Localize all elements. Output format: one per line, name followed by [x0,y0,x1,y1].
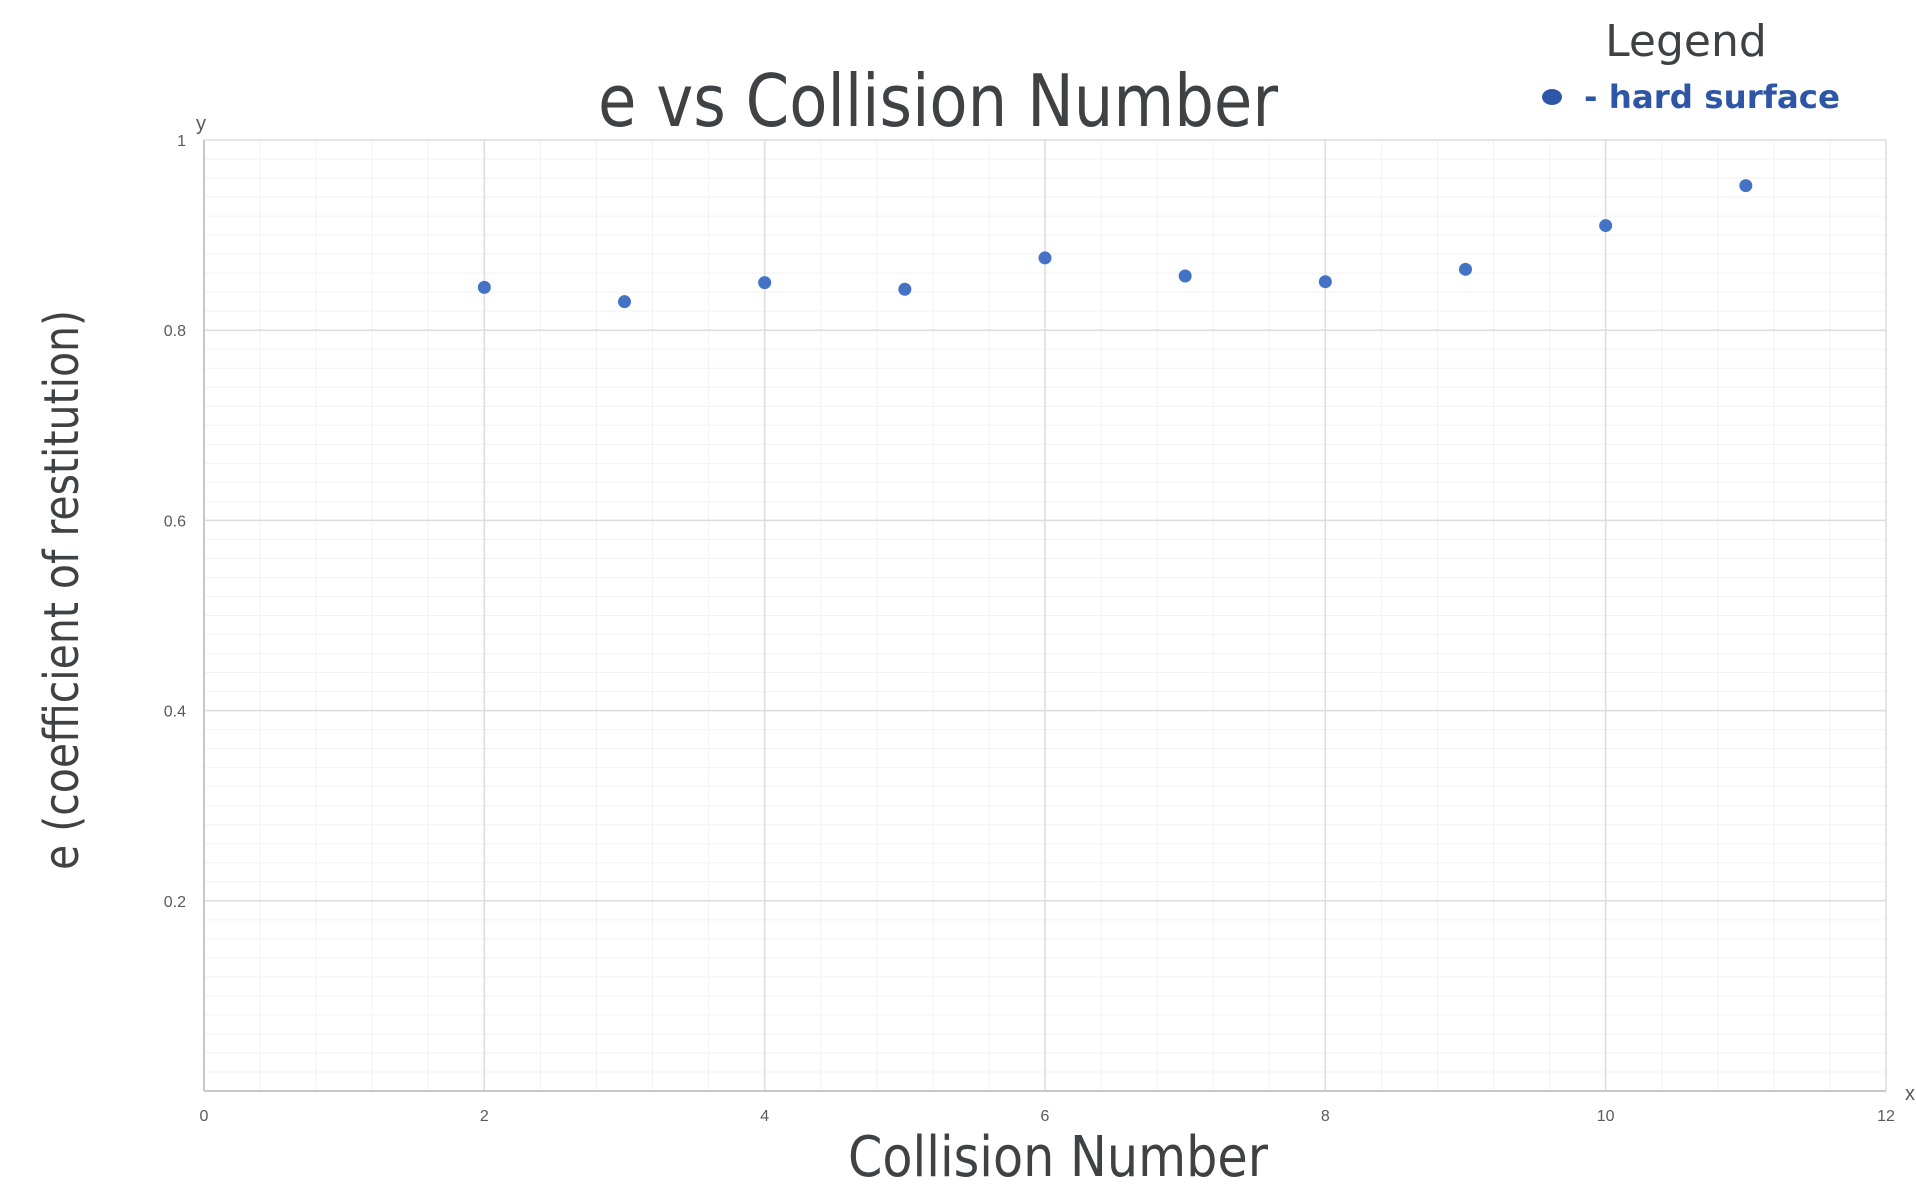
data-point [1599,219,1613,233]
x-tick-label: 8 [1321,1108,1330,1125]
x-tick-label: 4 [760,1108,769,1125]
axes [203,140,1886,1092]
legend-entry-label: - hard surface [1584,78,1840,116]
y-tick-label: 0.4 [164,704,186,721]
y-tick-label: 0.8 [164,323,186,340]
legend: Legend - hard surface [1542,16,1840,116]
x-tick-label: 0 [200,1108,209,1125]
legend-title: Legend [1605,16,1767,67]
data-point [758,276,772,290]
y-tick-label: 1 [177,133,186,150]
data-point [1178,269,1192,283]
x-tick-label: 10 [1597,1108,1615,1125]
x-axis-title: Collision Number [848,1125,1269,1190]
data-point [898,282,912,296]
legend-marker [1542,89,1562,105]
y-tick-labels: 0.2 0.4 0.6 0.8 1 [164,133,186,911]
y-tick-label: 0.6 [164,513,186,530]
x-tick-label: 6 [1041,1108,1050,1125]
y-tick-label: 0.2 [164,894,186,911]
x-tick-labels: 0 2 4 6 8 10 12 [200,1108,1895,1125]
x-tick-label: 12 [1877,1108,1895,1125]
data-point [477,280,491,294]
data-point [618,295,631,309]
x-tick-label: 2 [480,1108,489,1125]
data-point [1739,179,1753,193]
data-point [1038,251,1052,265]
y-axis-title: e (coefficient of restitution) [34,310,90,870]
data-point [1459,262,1472,276]
major-gridlines [204,139,1887,1091]
data-point [1318,275,1332,289]
data-points [477,179,1753,309]
y-axis-letter: y [196,113,206,135]
x-axis-letter: x [1905,1083,1915,1105]
chart-title: e vs Collision Number [598,59,1278,143]
